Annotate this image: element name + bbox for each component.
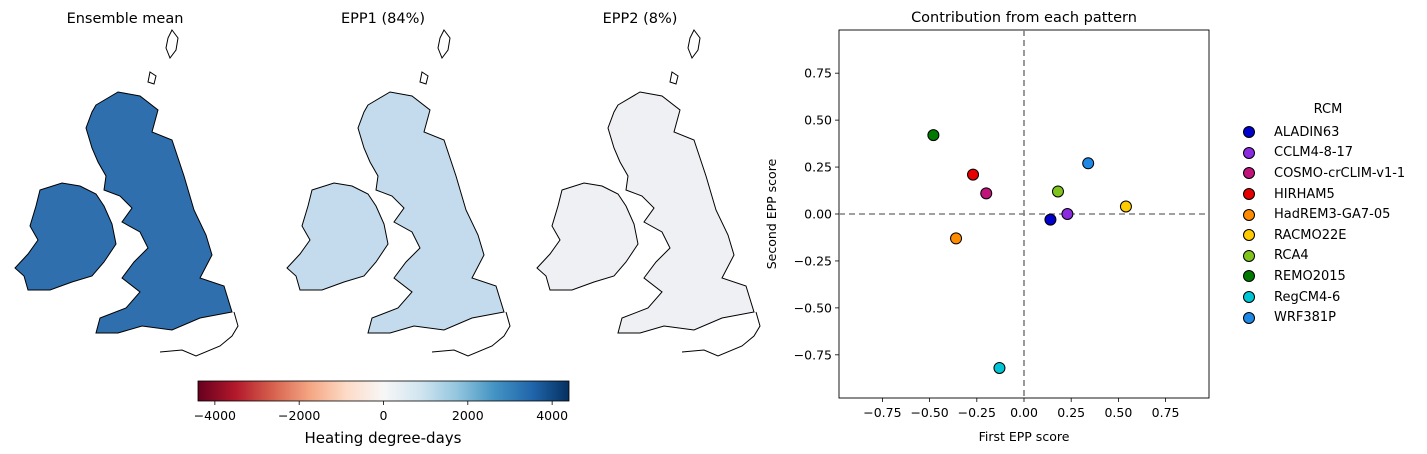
map-panel-epp2: EPP2 (8%) xyxy=(536,11,761,357)
shetland-islands xyxy=(437,29,451,60)
legend-marker xyxy=(1243,311,1255,324)
orkney-islands xyxy=(419,71,429,85)
colorbar-tick-label: 2000 xyxy=(452,408,484,423)
y-tick-label: 0.50 xyxy=(804,113,832,128)
great-britain-shape xyxy=(607,91,755,334)
y-tick-label: 0.00 xyxy=(804,207,832,222)
legend-marker xyxy=(1243,291,1255,304)
y-axis-label: Second EPP score xyxy=(764,158,779,269)
great-britain-shape xyxy=(85,91,233,334)
great-britain-shape xyxy=(357,91,505,334)
legend-marker xyxy=(1243,167,1255,180)
map-title: Ensemble mean xyxy=(67,11,184,27)
x-tick-label: 0.00 xyxy=(1010,405,1038,420)
point-cclm4-8-17 xyxy=(1061,208,1074,220)
shetland-islands xyxy=(687,29,701,60)
legend-label: REMO2015 xyxy=(1274,268,1346,284)
ireland-shape xyxy=(536,182,639,291)
legend-marker xyxy=(1243,208,1255,221)
legend-item-hirham5: HIRHAM5 xyxy=(1238,184,1418,205)
x-tick-label: −0.25 xyxy=(958,405,996,420)
legend-marker xyxy=(1243,249,1255,262)
point-regcm4-6 xyxy=(993,361,1006,374)
colorbar-label: Heating degree-days xyxy=(305,429,462,447)
scatter-chart: Contribution from each pattern −0.75 −0.5… xyxy=(764,10,1210,444)
map-title: EPP1 (84%) xyxy=(341,11,425,27)
legend-items: ALADIN63 CCLM4-8-17 COSMO-crCLIM-v1-1 HIRHA… xyxy=(1238,122,1418,328)
legend-label: RCA4 xyxy=(1274,248,1309,264)
legend-label: WRF381P xyxy=(1274,310,1337,326)
france-coast xyxy=(681,311,761,357)
point-remo2015 xyxy=(927,129,940,142)
legend-item-cclm4-8-17: CCLM4-8-17 xyxy=(1238,143,1418,164)
point-hadrem3-ga7-05 xyxy=(950,232,963,245)
legend-marker xyxy=(1243,270,1255,283)
point-hirham5 xyxy=(967,168,980,181)
x-axis-ticks: −0.75 −0.50 −0.25 0.00 0.25 0.50 0.75 xyxy=(863,398,1180,420)
x-tick-label: −0.50 xyxy=(910,405,948,420)
point-cosmo-crclim-v1-1 xyxy=(980,187,993,200)
y-tick-label: 0.25 xyxy=(804,160,832,175)
legend-label: RegCM4-6 xyxy=(1274,289,1341,305)
y-tick-label: −0.50 xyxy=(794,300,832,315)
point-rca4 xyxy=(1051,185,1064,198)
legend-label: CCLM4-8-17 xyxy=(1274,145,1354,161)
x-tick-label: 0.25 xyxy=(1057,405,1085,420)
legend-marker xyxy=(1243,126,1255,139)
legend-marker xyxy=(1243,229,1255,242)
legend-item-regcm4-6: RegCM4-6 xyxy=(1238,287,1418,308)
legend-item-remo2015: REMO2015 xyxy=(1238,266,1418,287)
colorbar-tick-label: 0 xyxy=(380,408,388,423)
x-tick-label: 0.75 xyxy=(1152,405,1180,420)
x-tick-label: −0.75 xyxy=(863,405,901,420)
legend-title: RCM xyxy=(1313,102,1343,117)
colorbar-tick-label: −4000 xyxy=(194,408,236,423)
point-racmo22e xyxy=(1119,200,1132,213)
map-title: EPP2 (8%) xyxy=(603,11,678,27)
legend-label: COSMO-crCLIM-v1-1 xyxy=(1274,165,1406,181)
x-axis-label: First EPP score xyxy=(979,429,1070,444)
colorbar-tick-label: −2000 xyxy=(278,408,320,423)
y-tick-label: −0.25 xyxy=(794,253,832,268)
ireland-shape xyxy=(286,182,389,291)
legend-item-rca4: RCA4 xyxy=(1238,246,1418,267)
ireland-shape xyxy=(14,182,117,291)
legend-label: ALADIN63 xyxy=(1274,124,1340,140)
data-points xyxy=(927,129,1132,374)
y-axis-ticks: −0.75 −0.50 −0.25 0.00 0.25 0.50 0.75 xyxy=(794,66,839,362)
point-wrf381p xyxy=(1082,157,1095,170)
legend-item-hadrem3-ga7-05: HadREM3-GA7-05 xyxy=(1238,204,1418,225)
map-panel-epp1: EPP1 (84%) xyxy=(286,11,511,357)
legend-item-wrf381p: WRF381P xyxy=(1238,307,1418,328)
map-panel-ensemble-mean: Ensemble mean xyxy=(14,11,239,357)
legend: RCM ALADIN63 CCLM4-8-17 COSMO-crCLIM-v1-1 H… xyxy=(1238,102,1418,328)
legend-marker xyxy=(1243,188,1255,201)
legend-marker xyxy=(1243,146,1255,159)
colorbar-gradient xyxy=(197,380,570,402)
orkney-islands xyxy=(669,71,679,85)
point-aladin63 xyxy=(1044,213,1057,226)
y-tick-label: −0.75 xyxy=(794,347,832,362)
legend-label: RACMO22E xyxy=(1274,227,1347,243)
legend-label: HIRHAM5 xyxy=(1274,186,1335,202)
legend-item-cosmo-crclim-v1-1: COSMO-crCLIM-v1-1 xyxy=(1238,163,1418,184)
france-coast xyxy=(431,311,511,357)
france-coast xyxy=(159,311,239,357)
colorbar-tick-label: 4000 xyxy=(536,408,568,423)
colorbar: −4000 −2000 0 2000 4000 Heating degree-days xyxy=(194,380,570,447)
shetland-islands xyxy=(165,29,179,60)
legend-item-racmo22e: RACMO22E xyxy=(1238,225,1418,246)
colorbar-ticks: −4000 −2000 0 2000 4000 xyxy=(194,401,568,423)
orkney-islands xyxy=(147,71,157,85)
chart-title: Contribution from each pattern xyxy=(911,10,1137,26)
legend-item-aladin63: ALADIN63 xyxy=(1238,122,1418,143)
x-tick-label: 0.50 xyxy=(1104,405,1132,420)
legend-label: HadREM3-GA7-05 xyxy=(1274,207,1391,223)
y-tick-label: 0.75 xyxy=(804,66,832,81)
